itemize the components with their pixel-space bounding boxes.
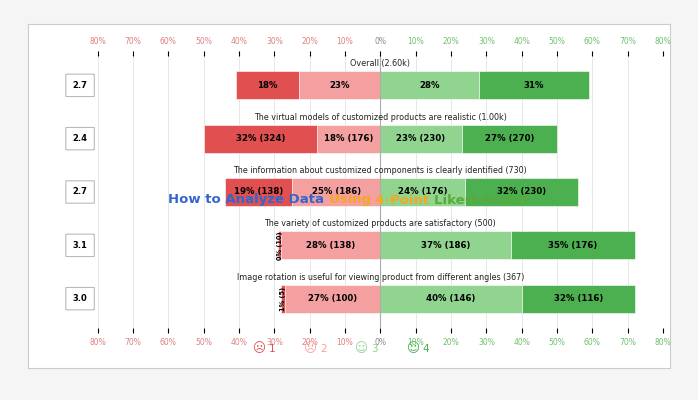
FancyBboxPatch shape [66, 181, 94, 203]
Text: 23%: 23% [329, 81, 350, 90]
Bar [380, 178, 466, 206]
Bar [380, 125, 461, 152]
Text: 37% (186): 37% (186) [421, 241, 470, 250]
Text: 0% (10): 0% (10) [276, 231, 283, 260]
Bar [461, 125, 557, 152]
Text: 4-Point: 4-Point [376, 194, 434, 206]
Text: 27% (270): 27% (270) [484, 134, 534, 143]
Bar [292, 178, 380, 206]
Text: 31%: 31% [524, 81, 544, 90]
Bar [380, 285, 521, 312]
Bar [281, 232, 380, 259]
Text: Using: Using [329, 194, 376, 206]
Text: ☹: ☹ [253, 342, 265, 355]
Bar [278, 232, 281, 259]
Text: ☺: ☺ [407, 342, 419, 355]
Text: Image rotation is useful for viewing product from different angles (367): Image rotation is useful for viewing pro… [237, 273, 524, 282]
Text: 28%: 28% [419, 81, 440, 90]
Text: 3: 3 [371, 344, 378, 354]
Text: 35% (176): 35% (176) [549, 241, 597, 250]
FancyBboxPatch shape [66, 234, 94, 256]
Text: 18%: 18% [257, 81, 278, 90]
Text: 28% (138): 28% (138) [306, 241, 355, 250]
Text: 24% (176): 24% (176) [398, 188, 447, 196]
Text: 2.7: 2.7 [73, 81, 87, 90]
Text: ☹: ☹ [304, 342, 317, 355]
Text: 1% (5): 1% (5) [280, 287, 286, 311]
Text: 40% (146): 40% (146) [426, 294, 476, 303]
Text: 19% (138): 19% (138) [234, 188, 283, 196]
Bar [466, 178, 578, 206]
Text: 27% (100): 27% (100) [308, 294, 357, 303]
Text: 3.0: 3.0 [73, 294, 87, 303]
Bar [511, 232, 635, 259]
Text: The information about customized components is clearly identified (730): The information about customized compone… [234, 166, 527, 175]
Bar [299, 72, 380, 99]
Bar [281, 285, 285, 312]
Bar [225, 178, 292, 206]
Bar [204, 125, 317, 152]
FancyBboxPatch shape [66, 74, 94, 96]
Text: 2.7: 2.7 [73, 188, 87, 196]
Text: 3.1: 3.1 [73, 241, 87, 250]
Text: 4: 4 [423, 344, 429, 354]
Bar [380, 232, 511, 259]
Bar [317, 125, 380, 152]
Bar [235, 72, 299, 99]
Text: 25% (186): 25% (186) [312, 188, 361, 196]
Bar [480, 72, 589, 99]
Text: 18% (176): 18% (176) [324, 134, 373, 143]
Text: The virtual models of customized products are realistic (1.00k): The virtual models of customized product… [254, 112, 507, 122]
Text: 32% (230): 32% (230) [497, 188, 547, 196]
Text: 23% (230): 23% (230) [396, 134, 445, 143]
Text: 2.4: 2.4 [73, 134, 87, 143]
Text: 1: 1 [269, 344, 275, 354]
Bar [380, 72, 480, 99]
Bar [285, 285, 380, 312]
Text: 32% (324): 32% (324) [236, 134, 285, 143]
Text: ☺: ☺ [355, 342, 369, 355]
FancyBboxPatch shape [66, 128, 94, 150]
Text: Overall (2.60k): Overall (2.60k) [350, 59, 410, 68]
Text: Likert Scale?: Likert Scale? [434, 194, 530, 206]
FancyBboxPatch shape [66, 288, 94, 310]
Text: 2: 2 [320, 344, 327, 354]
Text: The variety of customized products are satisfactory (500): The variety of customized products are s… [265, 219, 496, 228]
Bar [521, 285, 635, 312]
Text: 32% (116): 32% (116) [554, 294, 603, 303]
Text: How to Analyze Data: How to Analyze Data [168, 194, 329, 206]
